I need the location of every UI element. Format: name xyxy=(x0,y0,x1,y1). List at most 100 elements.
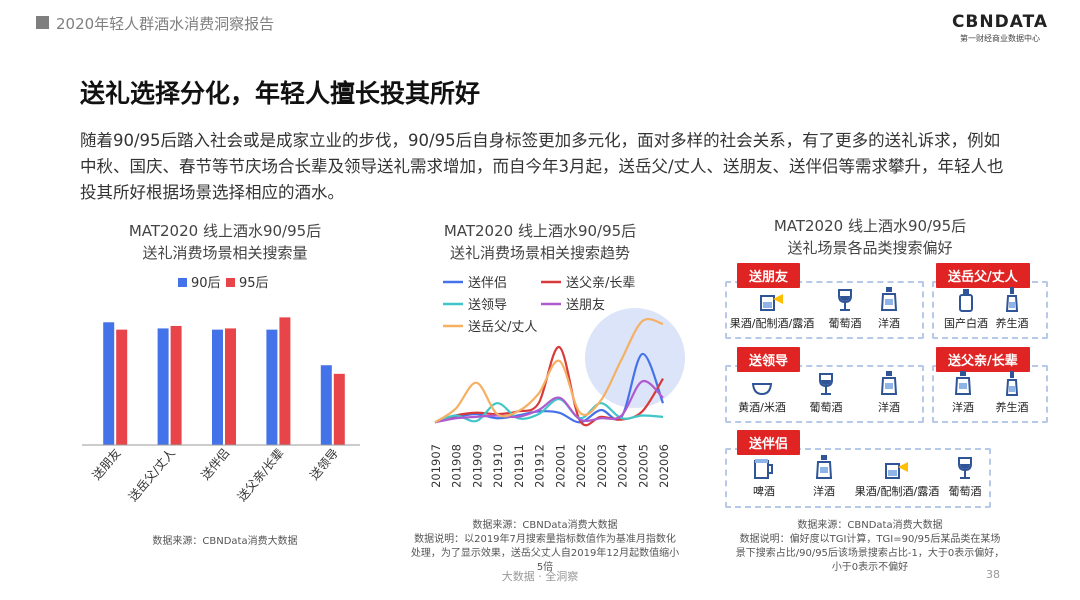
group-leader xyxy=(725,365,924,423)
health-wine-icon xyxy=(969,287,1055,312)
logo-text: CBNDATA xyxy=(951,12,1048,32)
panel3-title-line2: 送礼场景各品类搜索偏好 xyxy=(787,239,953,257)
panel3-note-line2: 景下搜索占比/90/95后该场景搜索占比-1，大于0表示偏好， xyxy=(735,548,1005,559)
category-label: 送岳父/丈人 xyxy=(125,445,178,504)
item-label: 葡萄酒 xyxy=(948,485,982,498)
tag-partner: 送伴侣 xyxy=(737,430,801,455)
baijiu-bottle-icon xyxy=(923,288,1009,312)
chart2-note-line3: 5倍 xyxy=(536,562,554,573)
x-tick-label: 201912 xyxy=(533,444,547,488)
series-line xyxy=(434,379,664,424)
category-label: 送父亲/长辈 xyxy=(234,445,287,504)
chart2-notes: 数据来源：CBNData消费大数据 数据说明：以2019年7月搜索量指标数值作为… xyxy=(400,519,690,575)
spirits-bottle-icon xyxy=(781,455,867,480)
group-partner xyxy=(725,448,991,508)
wine-glass-icon xyxy=(922,456,1008,480)
item-label: 国产白酒 xyxy=(944,317,988,330)
bar xyxy=(116,329,128,445)
item-label: 葡萄酒 xyxy=(828,317,862,330)
chart2-title-line2: 送礼消费场景相关搜索趋势 xyxy=(449,244,630,262)
tag-father-in-law: 送岳父/丈人 xyxy=(936,263,1030,288)
item-spirits: 洋酒 xyxy=(846,371,932,415)
legend-label: 送领导 xyxy=(468,298,507,313)
panel3-title-line1: MAT2020 线上酒水90/95后 xyxy=(773,217,967,235)
health-wine-icon xyxy=(969,371,1055,396)
item-rice-wine: 黄酒/米酒 xyxy=(719,372,805,415)
legend-label: 送朋友 xyxy=(566,297,605,313)
series-line xyxy=(434,317,664,424)
chart2-title-line1: MAT2020 线上酒水90/95后 xyxy=(443,222,637,240)
legend-label: 送岳父/丈人 xyxy=(468,320,537,335)
panel3-title: MAT2020 线上酒水90/95后 送礼场景各品类搜索偏好 xyxy=(720,215,1020,259)
footer-slogan: 大数据 · 全洞察 xyxy=(501,570,579,583)
item-label: 洋酒 xyxy=(813,485,835,498)
spirits-bottle-icon xyxy=(846,287,932,312)
chart2-source: 数据来源：CBNData消费大数据 xyxy=(472,520,618,531)
chart2-title: MAT2020 线上酒水90/95后 送礼消费场景相关搜索趋势 xyxy=(400,220,680,264)
bar xyxy=(279,317,291,445)
legend-label: 送伴侣 xyxy=(468,276,507,291)
chart1-source: 数据来源：CBNData消费大数据 xyxy=(152,536,298,547)
cbndata-logo: CBNDATA 第一财经商业数据中心 xyxy=(952,12,1048,44)
item-label: 黄酒/米酒 xyxy=(738,401,786,414)
legend-label: 95后 xyxy=(239,276,269,291)
item-label: 洋酒 xyxy=(952,401,974,414)
item-fruit-wine: 果酒/配制酒/露酒 xyxy=(729,288,815,331)
beer-mug-icon xyxy=(721,456,807,480)
spirits-bottle-icon xyxy=(920,371,1006,396)
bar xyxy=(103,322,115,445)
item-grape-wine: 葡萄酒 xyxy=(783,372,869,415)
item-grape-wine: 葡萄酒 xyxy=(922,456,1008,499)
item-label: 洋酒 xyxy=(878,317,900,330)
item-grape-wine: 葡萄酒 xyxy=(802,288,888,331)
x-tick-label: 202005 xyxy=(636,444,650,488)
item-health-wine: 养生酒 xyxy=(969,371,1055,415)
wine-glass-icon xyxy=(802,288,888,312)
x-tick-label: 202004 xyxy=(616,444,630,488)
item-label: 果酒/配制酒/露酒 xyxy=(854,485,940,498)
x-tick-label: 201909 xyxy=(470,444,484,488)
x-tick-label: 202001 xyxy=(553,444,567,488)
chart2-note-line1: 数据说明：以2019年7月搜索量指标数值作为基准月指数化 xyxy=(414,534,676,545)
item-label: 养生酒 xyxy=(995,401,1029,414)
tag-leader: 送领导 xyxy=(737,347,801,372)
bar xyxy=(157,328,169,445)
header-square-icon xyxy=(36,16,49,29)
bar xyxy=(212,329,223,445)
report-title: 2020年轻人群酒水消费洞察报告 xyxy=(56,15,275,33)
group-friends xyxy=(725,281,924,339)
fruit-wine-icon xyxy=(854,456,940,480)
chart1-title-line2: 送礼消费场景相关搜索量 xyxy=(142,244,308,262)
chart1-title-line1: MAT2020 线上酒水90/95后 xyxy=(128,222,322,240)
item-label: 养生酒 xyxy=(995,317,1029,330)
bar xyxy=(170,325,182,445)
x-tick-label: 202006 xyxy=(657,444,671,488)
page-title: 送礼选择分化，年轻人擅长投其所好 xyxy=(80,79,481,108)
category-label: 送伴侣 xyxy=(198,445,233,482)
item-label: 洋酒 xyxy=(878,401,900,414)
fruit-wine-icon xyxy=(729,288,815,312)
legend-swatch xyxy=(178,278,187,287)
intro-paragraph: 随着90/95后踏入社会或是成家立业的步伐，90/95后自身标签更加多元化，面对… xyxy=(80,131,1004,202)
item-baijiu: 国产白酒 xyxy=(923,288,1009,331)
spirits-bottle-icon xyxy=(846,371,932,396)
bar xyxy=(320,365,332,445)
bar xyxy=(333,373,345,445)
x-tick-label: 201911 xyxy=(512,444,526,488)
item-label: 果酒/配制酒/露酒 xyxy=(729,317,815,330)
legend-label: 送父亲/长辈 xyxy=(566,276,635,291)
category-label: 送朋友 xyxy=(89,445,124,482)
bowl-icon xyxy=(719,372,805,396)
panel3-notes: 数据来源：CBNData消费大数据 数据说明：偏好度以TGI计算，TGI=90/… xyxy=(720,519,1020,575)
x-tick-label: 202003 xyxy=(595,444,609,488)
panel3-source: 数据来源：CBNData消费大数据 xyxy=(797,520,943,531)
wine-glass-icon xyxy=(783,372,869,396)
series-line xyxy=(434,398,664,424)
logo-subtitle: 第一财经商业数据中心 xyxy=(959,34,1040,43)
panel3-note-line3: 小于0表示不偏好 xyxy=(831,562,909,573)
x-tick-label: 201907 xyxy=(429,444,443,488)
tag-friends: 送朋友 xyxy=(737,263,801,288)
tag-parents: 送父亲/长辈 xyxy=(936,347,1030,372)
item-label: 葡萄酒 xyxy=(809,401,843,414)
